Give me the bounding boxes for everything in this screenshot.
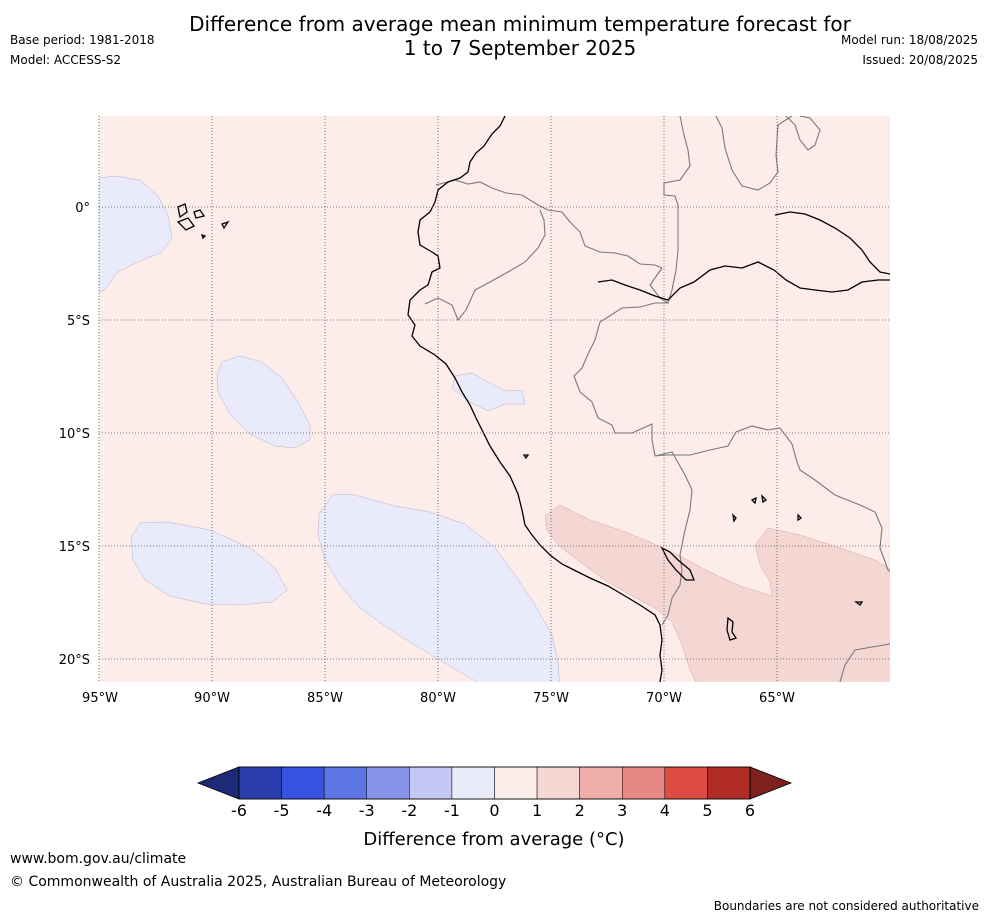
cool-anomaly-region-4 bbox=[130, 521, 288, 606]
base-period: Base period: 1981-2018 bbox=[10, 33, 155, 47]
y-axis-labels: 0° 5°S 10°S 15°S 20°S bbox=[59, 201, 90, 668]
colorbar-label: Difference from average (°C) bbox=[363, 829, 624, 850]
issued-date: Issued: 20/08/2025 bbox=[862, 53, 978, 67]
colorbar-tick-label: 2 bbox=[575, 801, 585, 820]
border-ecuador-peru bbox=[424, 209, 546, 322]
colorbar: -6 -5 -4 -3 -2 -1 0 1 2 3 4 5 6 Difference from aver… bbox=[196, 766, 793, 850]
title-line-1: Difference from average mean minimum tem… bbox=[189, 12, 851, 36]
colorbar-tick-label: -5 bbox=[274, 801, 290, 820]
galapagos-island-1 bbox=[177, 203, 188, 219]
river-negro bbox=[774, 211, 890, 275]
colorbar-tick-label: -3 bbox=[359, 801, 375, 820]
x-axis-labels: 95°W 90°W 85°W 80°W 75°W 70°W 65°W bbox=[82, 691, 795, 706]
border-bolivia-brazil bbox=[654, 425, 890, 573]
colorbar-cells bbox=[238, 766, 751, 800]
x-tick-95w: 95°W bbox=[82, 691, 118, 706]
border-colombia-venezuela-brazil bbox=[649, 116, 691, 304]
model-name: Model: ACCESS-S2 bbox=[10, 53, 122, 67]
x-tick-90w: 90°W bbox=[194, 691, 230, 706]
chart-title: Difference from average mean minimum tem… bbox=[160, 12, 880, 60]
bolivian-lake-2 bbox=[750, 494, 768, 505]
colorbar-cell bbox=[409, 766, 453, 800]
colorbar-cell bbox=[366, 766, 410, 800]
border-peru-bolivia bbox=[654, 451, 693, 556]
colorbar-tick-labels: -6 -5 -4 -3 -2 -1 0 1 2 3 4 5 6 bbox=[231, 801, 755, 820]
amazon-river bbox=[597, 261, 890, 301]
galapagos-island-4 bbox=[221, 220, 230, 230]
x-tick-70w: 70°W bbox=[646, 691, 682, 706]
colorbar-outline bbox=[238, 766, 751, 800]
cool-anomaly-region-3 bbox=[451, 372, 526, 412]
meta-left: Base period: 1981-2018 Model: ACCESS-S2 bbox=[10, 30, 155, 70]
copyright-text: © Commonwealth of Australia 2025, Austra… bbox=[10, 874, 507, 890]
cool-anomaly-region-2 bbox=[216, 355, 311, 449]
colorbar-over-arrow bbox=[749, 766, 793, 800]
colorbar-cell bbox=[281, 766, 325, 800]
colorbar-cell bbox=[238, 766, 282, 800]
colorbar-cell bbox=[451, 766, 495, 800]
colorbar-tick-label: 1 bbox=[532, 801, 542, 820]
model-run: Model run: 18/08/2025 bbox=[840, 33, 978, 47]
colorbar-cell bbox=[494, 766, 538, 800]
border-bolivia-paraguay bbox=[839, 643, 890, 682]
border-venezuela-guyana bbox=[785, 116, 821, 151]
border-bolivia-chile bbox=[661, 554, 683, 626]
bolivian-lake-3 bbox=[732, 513, 803, 523]
coastline-pacific bbox=[407, 116, 663, 682]
paraguay-river bbox=[854, 601, 864, 606]
colorbar-under-arrow bbox=[196, 766, 240, 800]
colorbar-tick-label: 4 bbox=[660, 801, 670, 820]
cool-anomaly-region-5 bbox=[317, 493, 560, 682]
y-tick-20s: 20°S bbox=[59, 653, 90, 668]
y-tick-15s: 15°S bbox=[59, 540, 90, 555]
cool-anomaly-region-1 bbox=[99, 175, 173, 293]
border-venezuela-brazil bbox=[715, 116, 793, 191]
colorbar-tick-label: -2 bbox=[401, 801, 417, 820]
galapagos-island-5 bbox=[200, 233, 207, 240]
colorbar-cell bbox=[323, 766, 367, 800]
colorbar-cell bbox=[664, 766, 708, 800]
bolivian-lake-1 bbox=[726, 616, 738, 641]
colorbar-tick-label: -4 bbox=[316, 801, 332, 820]
colorbar-cell bbox=[579, 766, 623, 800]
x-tick-65w: 65°W bbox=[759, 691, 795, 706]
colorbar-tick-label: 6 bbox=[745, 801, 755, 820]
title-line-2: 1 to 7 September 2025 bbox=[403, 36, 637, 60]
x-tick-80w: 80°W bbox=[420, 691, 456, 706]
colorbar-tick-label: 0 bbox=[489, 801, 499, 820]
website-link[interactable]: www.bom.gov.au/climate bbox=[10, 851, 187, 867]
y-tick-5s: 5°S bbox=[67, 314, 90, 329]
galapagos-island-2 bbox=[176, 217, 195, 231]
border-peru-brazil bbox=[573, 302, 668, 457]
y-tick-0: 0° bbox=[75, 201, 90, 216]
disclaimer-text: Boundaries are not considered authoritat… bbox=[713, 899, 979, 913]
border-colombia-ecuador bbox=[435, 179, 663, 269]
country-borders bbox=[424, 116, 890, 682]
gridlines bbox=[98, 116, 890, 682]
bolivian-lake-4 bbox=[522, 454, 530, 460]
y-tick-10s: 10°S bbox=[59, 427, 90, 442]
x-tick-85w: 85°W bbox=[307, 691, 343, 706]
colorbar-tick-label: -6 bbox=[231, 801, 247, 820]
meta-right: Model run: 18/08/2025 Issued: 20/08/2025 bbox=[841, 30, 978, 70]
colorbar-cell bbox=[536, 766, 580, 800]
colorbar-tick-label: 5 bbox=[702, 801, 712, 820]
galapagos-island-3 bbox=[193, 209, 206, 219]
colorbar-cell bbox=[622, 766, 666, 800]
lake-titicaca bbox=[660, 546, 695, 581]
colorbar-tick-label: -1 bbox=[444, 801, 460, 820]
colorbar-cell bbox=[707, 766, 751, 800]
coastlines bbox=[176, 116, 890, 682]
x-tick-75w: 75°W bbox=[533, 691, 569, 706]
colorbar-tick-label: 3 bbox=[617, 801, 627, 820]
